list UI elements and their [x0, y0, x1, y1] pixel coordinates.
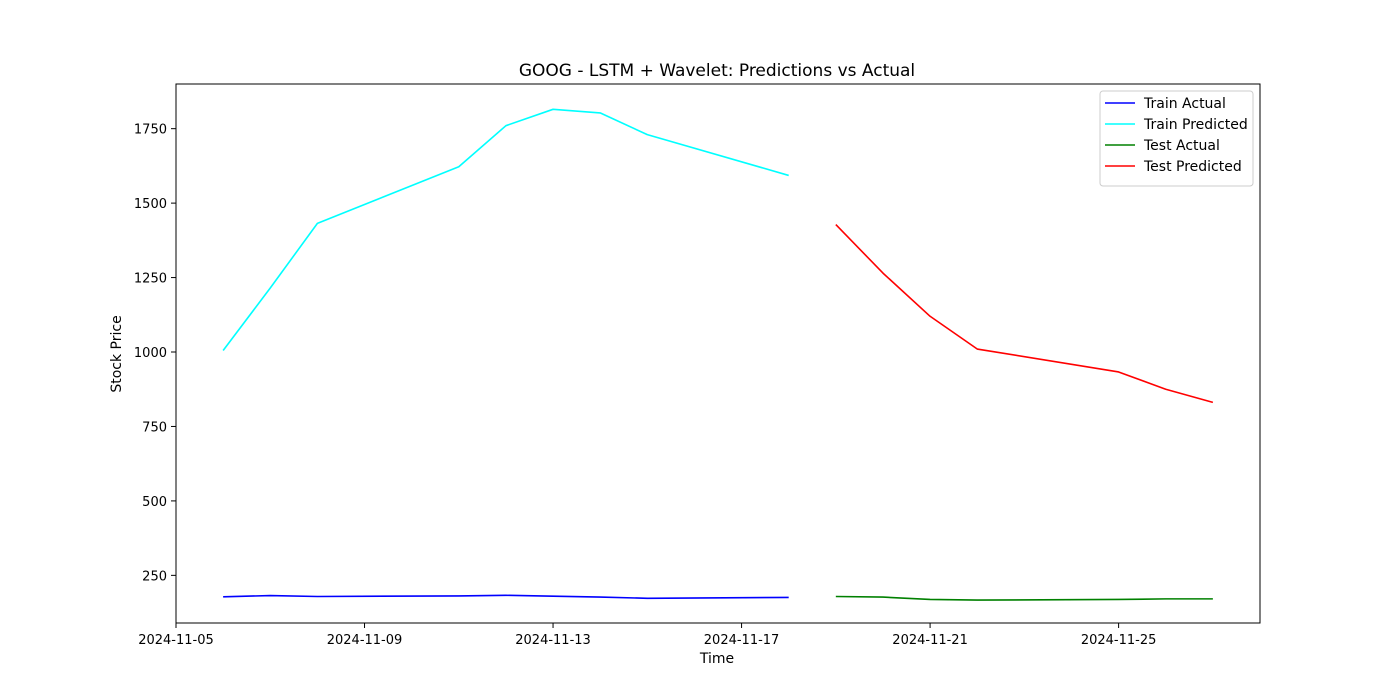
series-line-1 [223, 594, 789, 600]
y-tick-label: 1500 [134, 197, 167, 212]
plot-frame [175, 83, 1261, 624]
x-tick-label: 2024-11-13 [515, 633, 591, 648]
x-tick-label: 2024-11-21 [892, 633, 968, 648]
axes-layer: 2024-11-05 2024-11-09 2024-11-13 2024-11-17… [134, 83, 1261, 648]
y-axis-label: Stock Price [109, 315, 125, 392]
legend-label: Train Actual [1143, 96, 1226, 112]
y-tick-label: 750 [142, 420, 167, 435]
x-tick-label: 2024-11-25 [1081, 633, 1157, 648]
chart-title: GOOG - LSTM + Wavelet: Predictions vs Ac… [519, 61, 915, 81]
legend-label: Train Predicted [1143, 117, 1248, 133]
x-tick-label: 2024-11-09 [327, 633, 403, 648]
legend-label: Test Actual [1143, 138, 1220, 154]
x-tick-label: 2024-11-05 [138, 633, 214, 648]
legend-box [1099, 90, 1254, 187]
series-line-3 [835, 595, 1213, 601]
series-line-4 [835, 224, 1214, 404]
series-layer [222, 108, 1214, 601]
legend: Train Actual Train Predicted Test Actual Te… [1099, 90, 1254, 187]
series-line-2 [222, 108, 789, 352]
y-tick-label: 1250 [134, 272, 167, 287]
y-tick-label: 1000 [134, 346, 167, 361]
legend-label: Test Predicted [1143, 159, 1242, 175]
y-tick-label: 500 [142, 495, 167, 510]
y-tick-label: 250 [142, 569, 167, 584]
x-tick-label: 2024-11-17 [704, 633, 780, 648]
y-tick-label: 1750 [134, 123, 167, 138]
x-axis-label: Time [699, 651, 734, 667]
